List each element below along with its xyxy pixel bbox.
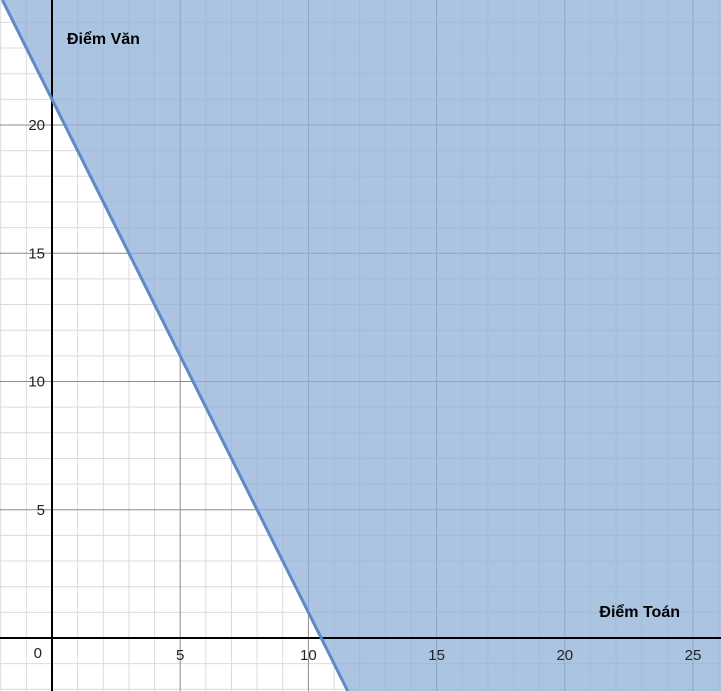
boundary-line bbox=[1, 0, 350, 691]
y-tick-label: 5 bbox=[37, 502, 45, 519]
x-tick-label: 5 bbox=[176, 647, 184, 664]
y-tick-label: 20 bbox=[28, 117, 45, 134]
origin-label: 0 bbox=[34, 645, 42, 662]
x-axis-title: Điểm Toán bbox=[599, 603, 680, 621]
x-tick-label: 25 bbox=[685, 647, 702, 664]
x-tick-label: 10 bbox=[300, 647, 317, 664]
x-tick-label: 15 bbox=[428, 647, 445, 664]
y-tick-labels: 5 10 15 20 bbox=[28, 117, 45, 519]
x-tick-label: 20 bbox=[556, 647, 573, 664]
x-tick-labels: 5 10 15 20 25 bbox=[176, 647, 701, 664]
y-tick-label: 15 bbox=[28, 245, 45, 262]
y-axis-title: Điểm Văn bbox=[67, 30, 140, 48]
y-tick-label: 10 bbox=[28, 374, 45, 391]
